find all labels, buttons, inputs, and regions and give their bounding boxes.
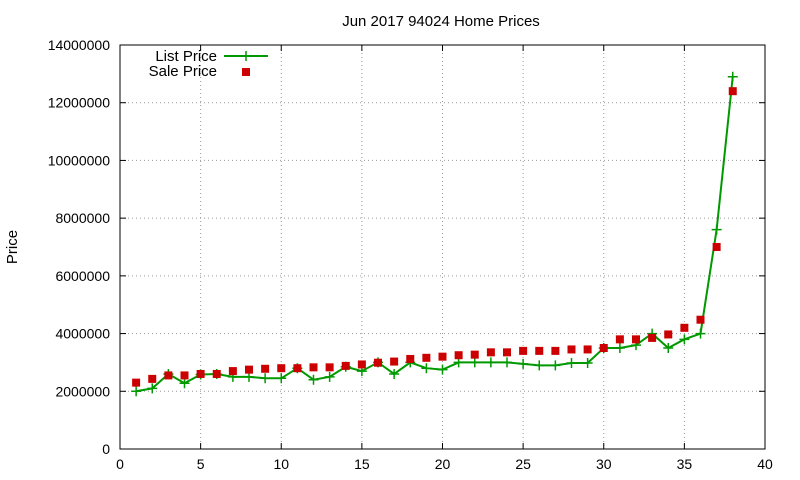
series bbox=[131, 71, 738, 397]
sale-price-point bbox=[148, 374, 157, 383]
list-price-point bbox=[550, 360, 561, 371]
sale-price-point bbox=[615, 335, 624, 344]
list-price-point bbox=[727, 71, 738, 82]
sale-price-point bbox=[196, 369, 205, 378]
list-price-point bbox=[469, 357, 480, 368]
list-price-point bbox=[147, 383, 158, 394]
sale-price-point bbox=[696, 315, 705, 324]
sale-price-point bbox=[632, 335, 640, 344]
list-price-point bbox=[485, 357, 496, 368]
sale-price-point bbox=[470, 350, 479, 359]
x-tick-label: 25 bbox=[515, 456, 531, 472]
sale-price-point bbox=[680, 323, 689, 332]
list-price-point bbox=[389, 368, 400, 379]
sale-price-point bbox=[212, 369, 221, 378]
axis-ticks: 0 5 10 15 20 25 30 35 40 0 2000000 4000000 6000000 80… bbox=[48, 37, 773, 472]
list-price-point bbox=[582, 358, 593, 369]
y-tick-label: 4000000 bbox=[55, 326, 110, 342]
sale-price-point bbox=[132, 378, 141, 387]
y-tick-label: 2000000 bbox=[55, 383, 110, 399]
legend-marker-list-price bbox=[241, 51, 251, 61]
list-price-point bbox=[324, 371, 335, 382]
list-price-point bbox=[502, 357, 512, 368]
y-tick-label: 6000000 bbox=[55, 268, 110, 284]
list-price-point bbox=[534, 360, 545, 371]
list-price-point bbox=[695, 328, 706, 339]
x-tick-label: 40 bbox=[757, 456, 773, 472]
sale-price-point bbox=[454, 351, 463, 360]
list-price-point bbox=[421, 363, 432, 374]
sale-price-point bbox=[228, 367, 237, 376]
sale-price-point bbox=[277, 364, 286, 373]
sale-price-point bbox=[245, 365, 253, 374]
list-price-point bbox=[566, 358, 577, 369]
sale-price-point bbox=[599, 344, 608, 352]
y-tick-label: 10000000 bbox=[48, 152, 111, 168]
list-price-point bbox=[260, 373, 271, 384]
list-price-point bbox=[614, 343, 625, 353]
sale-price-point bbox=[664, 330, 673, 339]
x-tick-label: 30 bbox=[596, 456, 612, 472]
grid bbox=[120, 45, 765, 449]
sale-price-point bbox=[486, 348, 495, 357]
legend-marker-sale-price bbox=[242, 68, 250, 76]
sale-price-point bbox=[567, 345, 576, 354]
x-tick-label: 35 bbox=[677, 456, 693, 472]
list-price-point bbox=[679, 334, 690, 345]
y-axis-label: Price bbox=[4, 230, 21, 264]
sale-price-point bbox=[374, 358, 382, 367]
sale-price-point bbox=[648, 333, 657, 342]
sale-price-point bbox=[164, 371, 173, 380]
sale-price-point bbox=[503, 348, 511, 357]
x-tick-label: 10 bbox=[273, 456, 289, 472]
y-tick-label: 14000000 bbox=[48, 37, 111, 53]
sale-price-point bbox=[390, 357, 399, 366]
list-price-point bbox=[437, 364, 448, 375]
sale-price-point bbox=[406, 354, 415, 363]
list-price-point bbox=[179, 378, 190, 389]
sale-price-point bbox=[325, 363, 334, 372]
x-tick-label: 0 bbox=[116, 456, 124, 472]
list-price-point bbox=[131, 386, 142, 397]
legend-label-sale-price: Sale Price bbox=[149, 63, 217, 80]
sale-price-point bbox=[712, 243, 721, 251]
sale-price-point bbox=[341, 361, 350, 370]
legend: List Price Sale Price bbox=[149, 48, 268, 80]
sale-price-point bbox=[180, 371, 189, 380]
list-price-point bbox=[518, 358, 529, 369]
y-tick-label: 8000000 bbox=[55, 210, 110, 226]
list-price-point bbox=[663, 343, 674, 353]
y-tick-label: 12000000 bbox=[48, 95, 111, 111]
sale-price-point bbox=[357, 360, 366, 369]
sale-price-point bbox=[728, 87, 737, 96]
x-tick-label: 15 bbox=[354, 456, 370, 472]
sale-price-point bbox=[519, 346, 528, 355]
sale-price-point bbox=[583, 345, 592, 354]
x-tick-label: 20 bbox=[435, 456, 451, 472]
list-price-point bbox=[711, 224, 722, 235]
sale-price-point bbox=[309, 363, 318, 372]
chart-title: Jun 2017 94024 Home Prices bbox=[342, 13, 540, 30]
sale-price-point bbox=[422, 353, 431, 362]
list-price-point bbox=[276, 373, 287, 384]
y-tick-label: 0 bbox=[102, 441, 110, 457]
sale-price-point bbox=[535, 346, 544, 355]
legend-label-list-price: List Price bbox=[155, 48, 217, 65]
sale-price-point bbox=[438, 352, 447, 361]
sale-price-point bbox=[551, 346, 560, 355]
sale-price-point bbox=[293, 364, 302, 373]
x-tick-label: 5 bbox=[197, 456, 205, 472]
list-price-point bbox=[308, 374, 319, 385]
sale-price-point bbox=[261, 364, 270, 373]
list-price-line bbox=[135, 76, 734, 393]
